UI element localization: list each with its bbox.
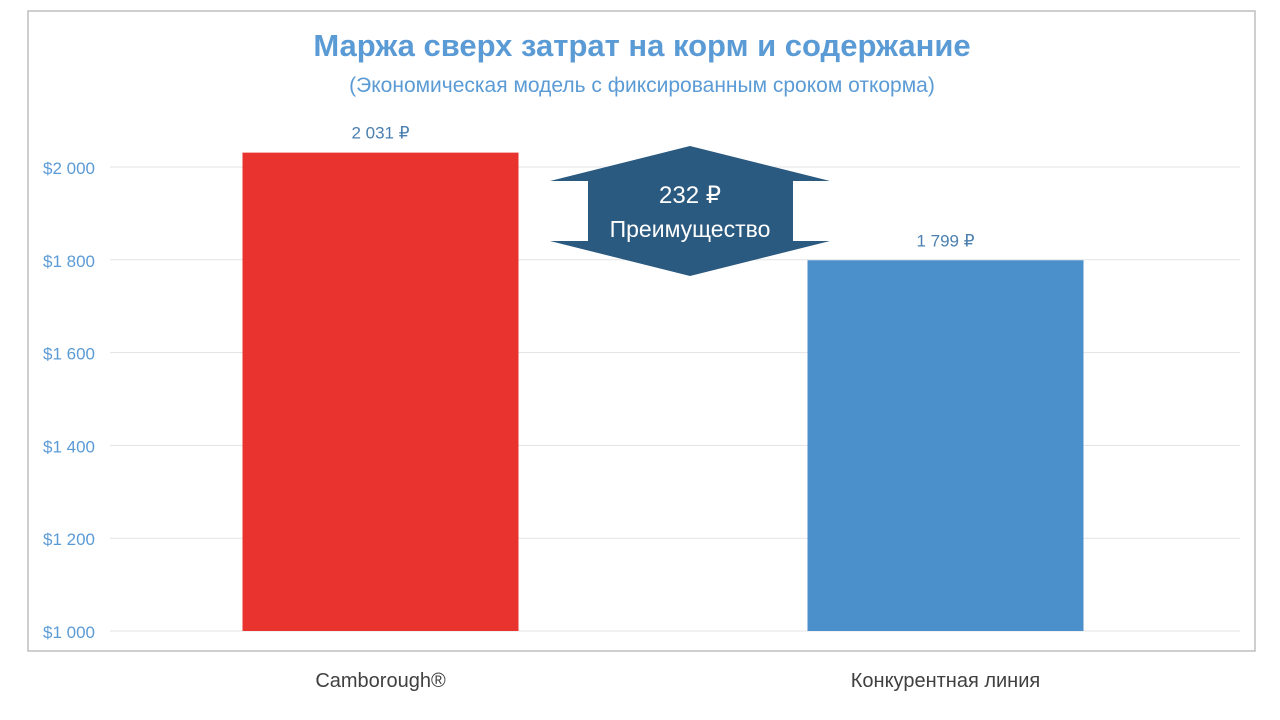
advantage-annotation: 232 ₽ Преимущество [550,146,830,276]
chart-subtitle: (Экономическая модель с фиксированным ср… [349,74,935,97]
y-tick-label: $1 000 [43,623,95,642]
y-tick-label: $1 600 [43,345,95,364]
data-label: 1 799 ₽ [916,231,974,250]
category-label: Конкурентная линия [851,670,1040,692]
y-axis-tick-labels: $1 000 $1 200 $1 400 $1 600 $1 800 $2 000 [43,159,95,642]
y-tick-label: $2 000 [43,159,95,178]
bars [242,152,1084,631]
category-labels: Camborough® Конкурентная линия [315,670,1040,692]
bar [242,152,519,631]
advantage-label: Преимущество [610,216,771,242]
bar [807,260,1084,631]
y-tick-label: $1 200 [43,530,95,549]
y-tick-label: $1 800 [43,252,95,271]
data-label: 2 031 ₽ [351,124,409,143]
chart-title: Маржа сверх затрат на корм и содержание [313,28,970,63]
data-labels: 2 031 ₽ 1 799 ₽ [351,124,974,251]
advantage-value: 232 ₽ [659,182,721,209]
y-tick-label: $1 400 [43,437,95,456]
double-arrow-shape [550,146,830,276]
category-label: Camborough® [315,670,446,692]
